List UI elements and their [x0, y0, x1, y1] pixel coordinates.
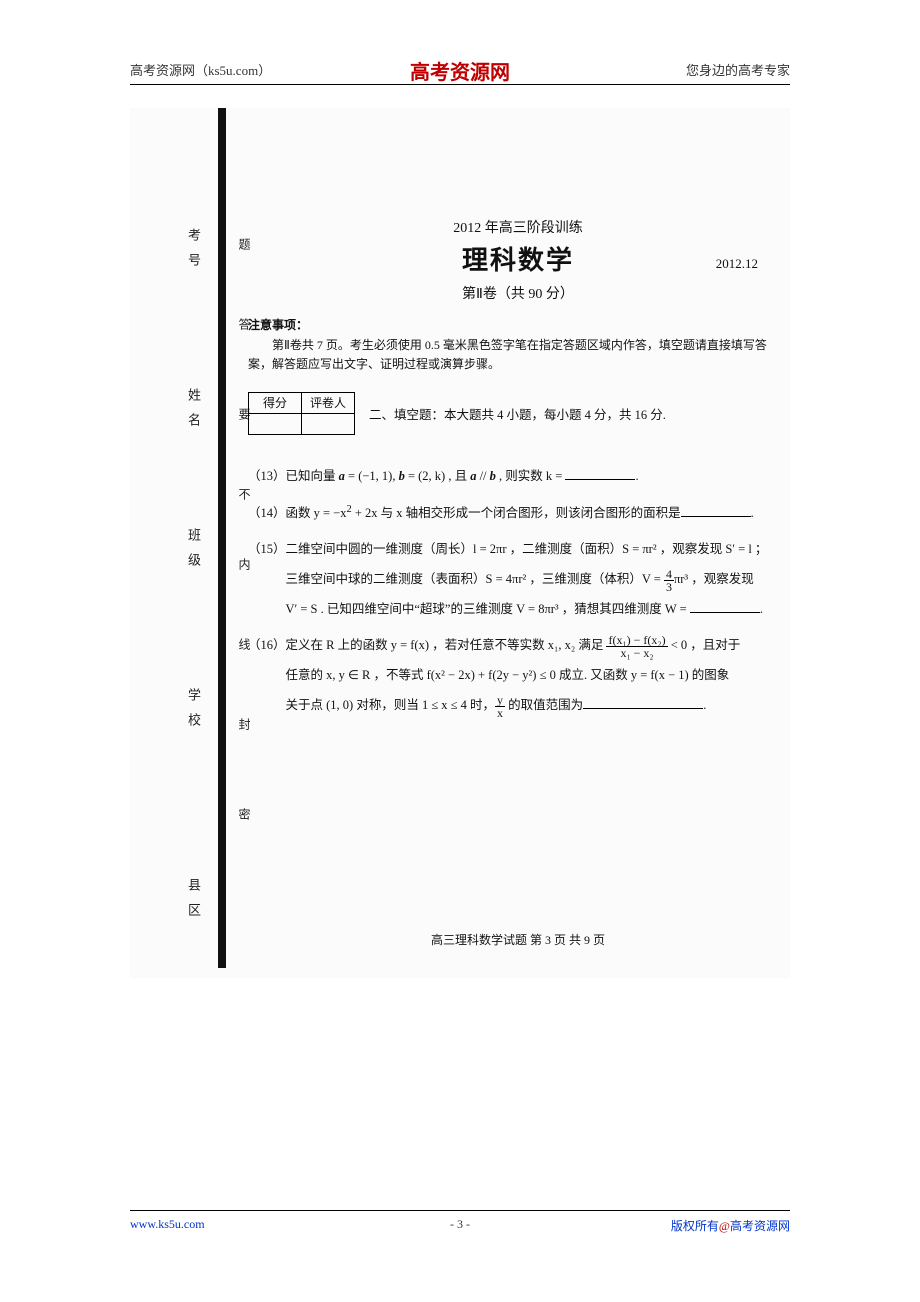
question-16: （16）定义在 R 上的函数 y = f(x) ，若对任意不等实数 x₁, x₂…	[248, 630, 788, 720]
q16-f2-den: x	[495, 707, 505, 719]
page-header: 高考资源网（ks5u.com） 高考资源网 您身边的高考专家	[130, 56, 790, 85]
exam-content: 2012 年高三阶段训练 理科数学 第Ⅱ卷（共 90 分） 2012.12 注意…	[248, 108, 788, 978]
q15-end: .	[760, 602, 763, 616]
footer-at-icon: @	[719, 1219, 730, 1233]
q16-end: .	[703, 698, 706, 712]
q16-line2: 任意的 x, y ∈ R ，不等式 f(x² − 2x) + f(2y − y²…	[248, 660, 788, 690]
notice-heading: 注意事项：	[248, 318, 308, 332]
q16-blank	[583, 696, 703, 709]
inner-page-number: 高三理科数学试题 第 3 页 共 9 页	[248, 931, 788, 948]
score-cell-score: 得分	[249, 392, 302, 413]
question-13: （13）已知向量 a = (−1, 1), b = (2, k) , 且 a /…	[248, 461, 788, 491]
footer-right-prefix: 版权所有	[671, 1219, 719, 1233]
q15-fraction: 43	[664, 568, 674, 593]
q15-l3: V′ = S . 已知四维空间中“超球”的三维测度 V = 8πr³ ，猜想其四…	[286, 602, 690, 616]
footer-right-suffix: 高考资源网	[730, 1219, 790, 1233]
q14-blank	[681, 504, 751, 517]
q13-blank	[565, 467, 635, 480]
page-footer: www.ks5u.com - 3 - 版权所有@高考资源网	[130, 1210, 790, 1217]
footer-page-number: - 3 -	[450, 1217, 470, 1232]
footer-copyright: 版权所有@高考资源网	[671, 1217, 790, 1234]
q15-blank	[690, 600, 760, 613]
footer-url[interactable]: www.ks5u.com	[130, 1217, 205, 1232]
question-14: （14）函数 y = −x2 + 2x 与 x 轴相交形成一个闭合图形，则该闭合…	[248, 497, 788, 528]
q13-text-5: , 则实数 k =	[496, 469, 566, 483]
q15-l2b: πr³ ，观察发现	[674, 572, 754, 586]
exam-part: 第Ⅱ卷（共 90 分）	[248, 284, 788, 306]
field-name: 姓名	[184, 388, 203, 438]
question-15: （15）二维空间中圆的一维测度（周长）l = 2πr ，二维测度（面积）S = …	[248, 534, 788, 624]
q16-f2-num: y	[495, 694, 505, 707]
q13-text-2: = (−1, 1),	[345, 469, 399, 483]
exam-subject: 理科数学	[248, 240, 788, 282]
binding-column: 考号 姓名 班级 学校 县区 题 答 要 不 内 线 封 密	[210, 108, 234, 968]
q16-l3b: 的取值范围为	[505, 698, 583, 712]
q15-line3: V′ = S . 已知四维空间中“超球”的三维测度 V = 8πr³ ，猜想其四…	[248, 594, 788, 624]
binding-black-bar	[218, 108, 226, 968]
questions-block: （13）已知向量 a = (−1, 1), b = (2, k) , 且 a /…	[248, 461, 788, 720]
exam-date: 2012.12	[716, 256, 758, 272]
q13-text-1: （13）已知向量	[248, 469, 339, 483]
q15-l2a: 三维空间中球的二维测度（表面积）S = 4πr² ，三维测度（体积）V =	[286, 572, 664, 586]
title-block: 2012 年高三阶段训练 理科数学 第Ⅱ卷（共 90 分）	[248, 218, 788, 306]
score-table: 得分 评卷人	[248, 392, 355, 435]
score-cell-blank2	[302, 413, 355, 434]
q16-line1: （16）定义在 R 上的函数 y = f(x) ，若对任意不等实数 x₁, x₂…	[248, 630, 788, 660]
q14-text-1: （14）函数 y = −x	[248, 506, 346, 520]
q16-fraction-1: f(x₁) − f(x₂)x₁ − x₂	[606, 634, 667, 659]
page: 高考资源网（ks5u.com） 高考资源网 您身边的高考专家 考号 姓名 班级 …	[0, 0, 920, 1302]
q16-l1a: （16）定义在 R 上的函数 y = f(x) ，若对任意不等实数 x₁, x₂…	[248, 638, 606, 652]
score-cell-grader: 评卷人	[302, 392, 355, 413]
header-left-text: 高考资源网（ks5u.com）	[130, 60, 271, 79]
q13-text-3: = (2, k) , 且	[405, 469, 470, 483]
header-center-logo: 高考资源网	[410, 56, 510, 85]
field-school: 学校	[184, 688, 203, 738]
q13-text-4: //	[476, 469, 489, 483]
q16-line3: 关于点 (1, 0) 对称，则当 1 ≤ x ≤ 4 时，yx 的取值范围为.	[248, 690, 788, 720]
q16-l1b: < 0 ，且对于	[668, 638, 741, 652]
q16-l3a: 关于点 (1, 0) 对称，则当 1 ≤ x ≤ 4 时，	[286, 698, 496, 712]
field-class: 班级	[184, 528, 203, 578]
q16-f1-num: f(x₁) − f(x₂)	[606, 634, 667, 647]
exam-year-line: 2012 年高三阶段训练	[248, 218, 788, 240]
q13-end: .	[635, 469, 638, 483]
q15-line1: （15）二维空间中圆的一维测度（周长）l = 2πr ，二维测度（面积）S = …	[248, 534, 788, 564]
q16-fraction-2: yx	[495, 694, 505, 719]
q14-text-2: + 2x 与 x 轴相交形成一个闭合图形，则该闭合图形的面积是	[352, 506, 681, 520]
header-right-text: 您身边的高考专家	[686, 60, 790, 79]
notice-body: 第Ⅱ卷共 7 页。考生必须使用 0.5 毫米黑色签字笔在指定答题区域内作答，填空…	[248, 336, 788, 374]
field-exam-number: 考号	[184, 228, 203, 278]
q15-line2: 三维空间中球的二维测度（表面积）S = 4πr² ，三维测度（体积）V = 43…	[248, 564, 788, 594]
score-cell-blank1	[249, 413, 302, 434]
section-2-title: 二、填空题：本大题共 4 小题，每小题 4 分，共 16 分.	[369, 404, 666, 423]
q15-frac-den: 3	[664, 581, 674, 593]
notice-block: 注意事项： 第Ⅱ卷共 7 页。考生必须使用 0.5 毫米黑色签字笔在指定答题区域…	[248, 316, 788, 374]
q15-frac-num: 4	[664, 568, 674, 581]
field-county: 县区	[184, 878, 203, 928]
q16-f1-den: x₁ − x₂	[606, 647, 667, 659]
score-row: 得分 评卷人 二、填空题：本大题共 4 小题，每小题 4 分，共 16 分.	[248, 392, 788, 435]
q14-end: .	[751, 506, 754, 520]
